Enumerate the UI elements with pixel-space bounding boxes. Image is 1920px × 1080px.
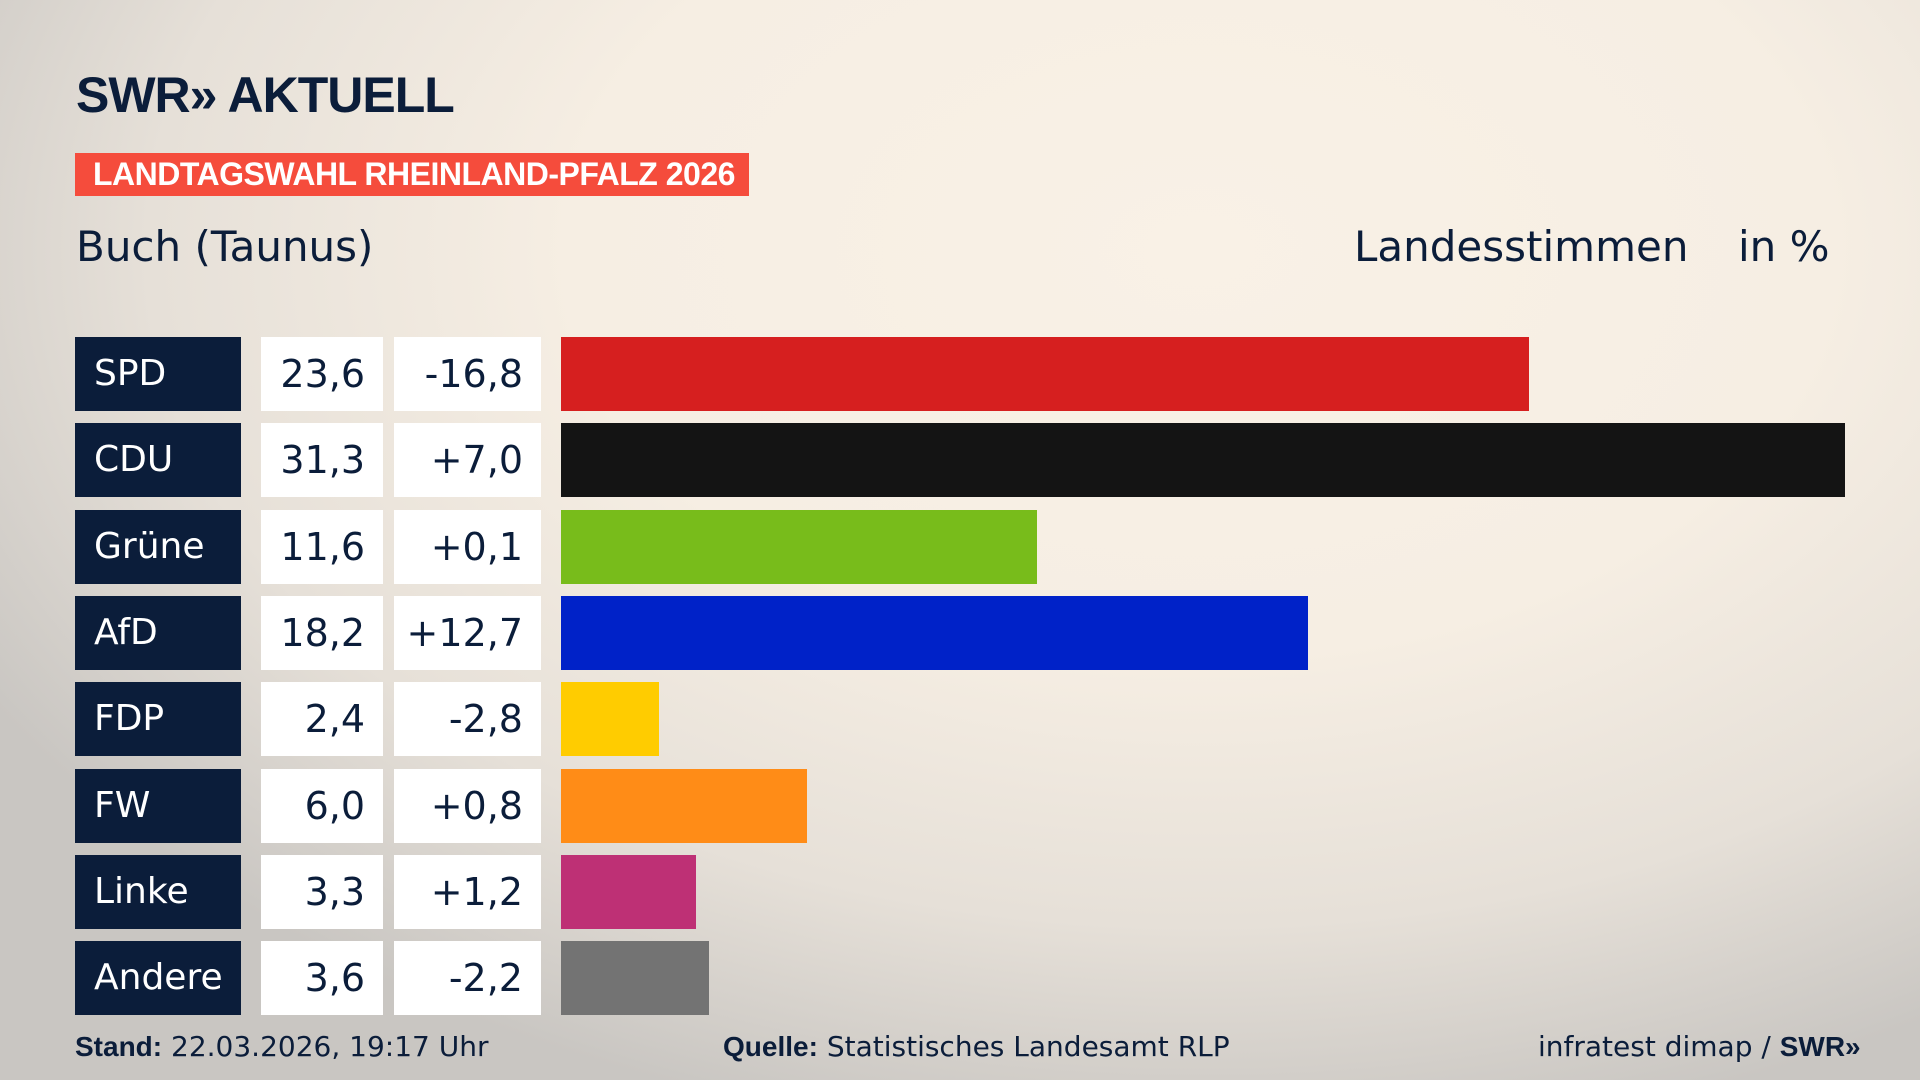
measure-label: Landesstimmen	[1354, 222, 1689, 271]
change-label: +7,0	[394, 423, 541, 498]
chart-row: CDU 31,3 +7,0	[0, 423, 1920, 498]
chart-row: FDP 2,4 -2,8	[0, 682, 1920, 757]
municipality-title: Buch (Taunus)	[76, 222, 374, 271]
bar	[561, 423, 1845, 498]
bar	[561, 337, 1530, 411]
bar	[561, 595, 1308, 670]
chart-row: SPD 23,6 -16,8	[0, 337, 1920, 411]
swr-aktuell-logo: SWR» AKTUELL	[76, 67, 455, 123]
bar	[561, 941, 709, 1016]
value-label: 6,0	[261, 768, 383, 843]
timestamp: Stand: 22.03.2026, 19:17 Uhr	[75, 1030, 488, 1063]
value-label: 18,2	[261, 595, 383, 670]
stand-value: 22.03.2026, 19:17 Uhr	[171, 1030, 489, 1063]
chart-row: AfD 18,2 +12,7	[0, 595, 1920, 670]
bar	[561, 682, 660, 757]
change-label: -2,2	[394, 941, 541, 1016]
election-banner: LANDTAGSWAHL RHEINLAND-PFALZ 2026	[75, 153, 749, 196]
source-value: Statistisches Landesamt RLP	[826, 1030, 1230, 1063]
chart-row: FW 6,0 +0,8	[0, 768, 1920, 843]
bar	[561, 509, 1037, 584]
value-label: 3,6	[261, 941, 383, 1016]
value-label: 11,6	[261, 509, 383, 584]
change-label: -16,8	[394, 337, 541, 411]
party-label: AfD	[75, 595, 241, 670]
party-label: FW	[75, 768, 241, 843]
bar	[561, 768, 808, 843]
change-label: +12,7	[394, 595, 541, 670]
party-label: Andere	[75, 941, 241, 1016]
value-label: 3,3	[261, 854, 383, 929]
party-label: Linke	[75, 854, 241, 929]
change-label: -2,8	[394, 682, 541, 757]
value-label: 2,4	[261, 682, 383, 757]
party-label: CDU	[75, 423, 241, 498]
value-label: 23,6	[261, 337, 383, 411]
bar	[561, 854, 697, 929]
party-label: SPD	[75, 337, 241, 411]
source: Quelle: Statistisches Landesamt RLP	[723, 1030, 1230, 1063]
party-label: FDP	[75, 682, 241, 757]
change-label: +0,1	[394, 509, 541, 584]
chart-row: Grüne 11,6 +0,1	[0, 509, 1920, 584]
party-label: Grüne	[75, 509, 241, 584]
unit-label: in %	[1738, 222, 1830, 271]
source-label: Quelle:	[723, 1031, 818, 1062]
chart-row: Linke 3,3 +1,2	[0, 854, 1920, 929]
credit: infratest dimap / SWR»	[1538, 1030, 1861, 1063]
credit-text: infratest dimap /	[1538, 1030, 1780, 1063]
change-label: +0,8	[394, 768, 541, 843]
swr-logo: SWR»	[1779, 1031, 1861, 1062]
chart-row: Andere 3,6 -2,2	[0, 941, 1920, 1016]
change-label: +1,2	[394, 854, 541, 929]
value-label: 31,3	[261, 423, 383, 498]
stand-label: Stand:	[75, 1031, 163, 1062]
